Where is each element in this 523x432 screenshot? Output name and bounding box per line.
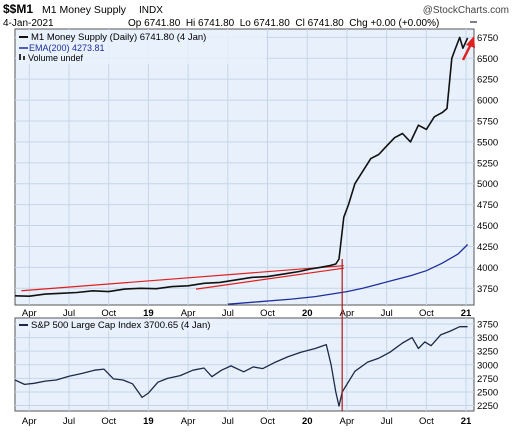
ema-legend-label: EMA(200) 4273.81 <box>29 43 105 53</box>
m1-x-tick-label: Oct <box>101 308 116 319</box>
m1-y-tick-label: 5250 <box>477 158 498 169</box>
m1-x-tick-label: Jul <box>63 308 75 319</box>
m1-panel-background <box>14 28 475 306</box>
m1-x-tick-label: Apr <box>340 308 355 319</box>
m1-x-tick-label: 19 <box>143 308 154 319</box>
spx-x-tick-label: Oct <box>260 416 275 427</box>
m1-y-tick-label: 4750 <box>477 200 498 211</box>
m1-y-tick-label: 6000 <box>477 96 498 107</box>
spx-price-line <box>14 326 468 407</box>
m1-x-tick-label: Oct <box>419 308 434 319</box>
m1-y-tick-label: 4000 <box>477 263 498 274</box>
m1-y-tick-label: 5750 <box>477 117 498 128</box>
exchange-label: INDX <box>139 5 163 16</box>
up-arrow-icon <box>466 36 475 48</box>
watermark: @StockCharts.com <box>423 5 509 16</box>
m1-y-tick-labels: 3750 4000 4250 4500 4750 5000 5250 5500 5750 6000… <box>477 33 498 295</box>
trend-channel-line <box>195 267 344 290</box>
m1-panel: 3750 4000 4250 4500 4750 5000 5250 5500 5750 6000… <box>14 28 498 306</box>
spx-x-tick-label: Jul <box>222 416 234 427</box>
ohlc-readout: Op 6741.80 Hi 6741.80 Lo 6741.80 Cl 6741… <box>128 18 439 29</box>
m1-price-line <box>14 36 469 297</box>
spx-x-tick-labels: Apr Jul Oct 19 Apr Jul Oct 20 Apr Jul Oct 21 <box>22 416 472 427</box>
m1-y-tick-label: 4250 <box>477 242 498 253</box>
spx-y-tick-label: 2500 <box>477 387 498 398</box>
spx-x-tick-label: Apr <box>340 416 355 427</box>
m1-x-tick-label: 20 <box>302 308 313 319</box>
m1-y-tick-label: 4500 <box>477 221 498 232</box>
spx-y-tick-label: 3250 <box>477 347 498 358</box>
m1-x-tick-label: Jul <box>222 308 234 319</box>
trend-channel-line <box>21 265 344 292</box>
spx-y-tick-label: 3000 <box>477 360 498 371</box>
m1-x-tick-label: Jul <box>381 308 393 319</box>
spx-x-tick-label: Jul <box>63 416 75 427</box>
m1-y-tick-label: 5000 <box>477 179 498 190</box>
m1-y-tick-label: 6250 <box>477 75 498 86</box>
series-name-label: M1 Money Supply <box>42 4 127 16</box>
spx-x-tick-label: 20 <box>302 416 313 427</box>
m1-x-tick-label: Apr <box>22 308 37 319</box>
date-label: 4-Jan-2021 <box>3 18 54 29</box>
spx-x-tick-label: 19 <box>143 416 154 427</box>
spx-x-tick-label: 21 <box>461 416 472 427</box>
volume-legend-swatch <box>19 54 21 60</box>
ema-200-line <box>227 244 469 305</box>
m1-x-tick-label: Oct <box>260 308 275 319</box>
spx-x-tick-label: Apr <box>181 416 196 427</box>
up-arrow-shaft <box>461 43 473 61</box>
m1-y-tick-label: 6750 <box>477 33 498 44</box>
spx-series-lines <box>14 326 468 407</box>
spx-panel: 2250 2500 2750 3000 3250 3500 3750 S&P 500 Lar… <box>14 317 498 412</box>
m1-legend-label: M1 Money Supply (Daily) 6741.80 (4 Jan) <box>31 32 206 43</box>
m1-y-tick-label: 3750 <box>477 284 498 295</box>
spx-y-tick-labels: 2250 2500 2750 3000 3250 3500 3750 <box>477 319 498 412</box>
volume-legend-label: Volume undef <box>28 53 84 63</box>
spx-x-tick-label: Jul <box>381 416 393 427</box>
spx-y-tick-label: 2750 <box>477 374 498 385</box>
spx-legend-box <box>16 319 268 331</box>
m1-legend-box <box>16 30 266 64</box>
spx-y-tick-label: 3500 <box>477 333 498 344</box>
spx-grid <box>15 318 474 411</box>
spx-y-tick-label: 3750 <box>477 319 498 330</box>
spx-x-tick-label: Oct <box>419 416 434 427</box>
m1-series-lines <box>14 36 469 305</box>
volume-legend-swatch-2 <box>23 56 25 60</box>
spx-y-tick-label: 2250 <box>477 401 498 412</box>
m1-x-tick-label: 21 <box>461 308 472 319</box>
m1-y-tick-label: 5500 <box>477 137 498 148</box>
m1-y-tick-label: 6500 <box>477 54 498 65</box>
m1-x-tick-labels: Apr Jul Oct 19 Apr Jul Oct 20 Apr Jul Oct 21 <box>22 308 472 319</box>
symbol-label: $$M1 <box>3 2 33 16</box>
spx-x-tick-label: Oct <box>101 416 116 427</box>
annotation-overlay <box>341 36 475 411</box>
m1-x-tick-label: Apr <box>181 308 196 319</box>
spx-x-tick-label: Apr <box>22 416 37 427</box>
spx-legend-label: S&P 500 Large Cap Index 3700.65 (4 Jan) <box>31 320 210 331</box>
